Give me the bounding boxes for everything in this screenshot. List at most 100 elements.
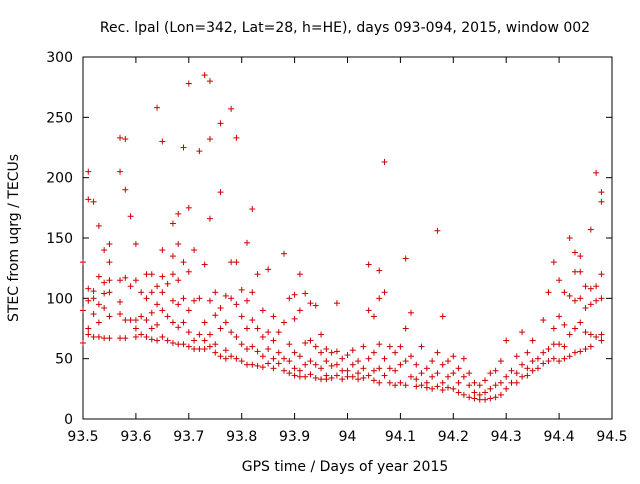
data-point [265,329,272,336]
data-point [466,382,473,389]
data-point [249,289,256,296]
data-point [90,311,97,318]
data-point [355,370,362,377]
data-point [550,341,557,348]
data-point [434,370,441,377]
data-point [175,241,182,248]
data-point [460,391,467,398]
data-point [333,300,340,307]
data-point [482,377,489,384]
data-point [556,277,563,284]
data-point [524,349,531,356]
data-point [471,379,478,386]
data-point [598,189,605,196]
data-point [95,333,102,340]
data-point [180,295,187,302]
data-point [291,349,298,356]
data-point [296,271,303,278]
data-point [270,365,277,372]
data-point [386,379,393,386]
data-point [175,324,182,331]
data-point [191,337,198,344]
x-tick-label: 93.6 [120,429,151,445]
data-point [587,331,594,338]
data-point [587,301,594,308]
data-point [519,329,526,336]
data-point [466,394,473,401]
data-point [429,373,436,380]
data-point [85,325,92,332]
data-point [360,374,367,381]
data-point [180,319,187,326]
data-point [423,365,430,372]
data-point [222,292,229,299]
data-point [545,289,552,296]
y-tick-label: 100 [46,291,73,307]
data-point [243,361,250,368]
data-point [196,331,203,338]
data-point [545,358,552,365]
data-point [540,317,547,324]
data-point [455,379,462,386]
data-point [593,169,600,176]
data-point [370,313,377,320]
data-point [101,304,108,311]
data-point [101,335,108,342]
data-point [513,353,520,360]
data-point [206,78,213,85]
data-point [455,365,462,372]
data-points [80,72,605,403]
data-point [571,268,578,275]
data-point [233,134,240,141]
data-point [122,136,129,143]
data-point [270,355,277,362]
data-point [582,304,589,311]
data-point [566,331,573,338]
data-point [296,353,303,360]
data-point [439,379,446,386]
data-point [434,349,441,356]
data-point [122,186,129,193]
x-tick-label: 94.2 [438,429,469,445]
data-point [138,331,145,338]
data-point [556,341,563,348]
data-point [482,396,489,403]
data-point [429,358,436,365]
data-point [196,148,203,155]
data-point [106,313,113,320]
data-point [487,370,494,377]
data-point [143,333,150,340]
data-point [169,339,176,346]
data-point [132,241,139,248]
data-point [333,361,340,368]
data-point [95,273,102,280]
x-axis-ticks: 93.5 93.6 93.7 93.8 93.9 94 94.1 94.2 94.3 94.4 94… [67,57,628,445]
data-point [164,280,171,287]
data-point [418,343,425,350]
data-point [333,372,340,379]
data-point [228,295,235,302]
data-point [450,353,457,360]
data-point [138,313,145,320]
data-point [217,189,224,196]
data-point [95,301,102,308]
data-point [148,309,155,316]
data-point [312,343,319,350]
data-point [566,353,573,360]
data-point [339,376,346,383]
data-point [85,196,92,203]
data-point [106,335,113,342]
data-point [117,168,124,175]
data-point [318,376,325,383]
data-point [503,373,510,380]
data-point [550,355,557,362]
data-point [191,297,198,304]
data-point [275,360,282,367]
data-point [413,383,420,390]
data-point [185,329,192,336]
y-tick-label: 250 [46,110,73,126]
data-point [169,220,176,227]
data-point [217,304,224,311]
data-point [117,298,124,305]
data-point [281,367,288,374]
